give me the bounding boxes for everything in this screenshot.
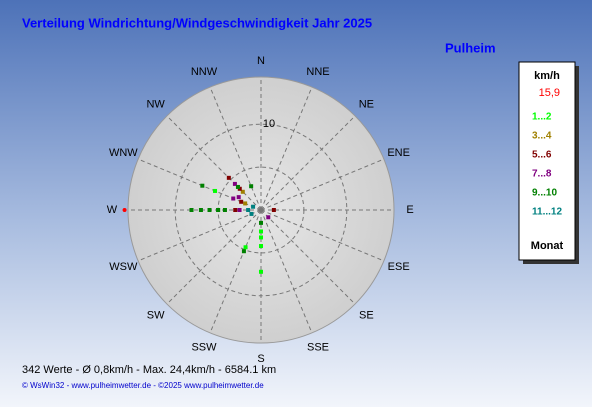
- data-point: [237, 208, 242, 212]
- data-point: [200, 183, 205, 188]
- direction-label: NW: [146, 99, 165, 111]
- direction-label: WSW: [109, 261, 138, 273]
- direction-label: NNE: [306, 66, 329, 78]
- direction-label: SSW: [191, 342, 217, 354]
- direction-label: SSE: [307, 342, 329, 354]
- max-marker: [122, 208, 127, 212]
- data-point: [246, 208, 251, 212]
- data-point: [243, 245, 248, 250]
- direction-label: ESE: [388, 261, 410, 273]
- data-point: [271, 208, 276, 212]
- data-point: [232, 181, 237, 186]
- data-point: [239, 199, 244, 204]
- data-point: [251, 204, 256, 209]
- direction-label: S: [257, 353, 264, 365]
- direction-label: SE: [359, 309, 374, 321]
- grid-ring: [174, 123, 348, 297]
- data-point: [259, 235, 263, 240]
- data-point: [241, 249, 246, 254]
- legend-box: [518, 61, 576, 261]
- data-point: [189, 208, 194, 212]
- spoke: [166, 115, 262, 211]
- data-point: [233, 208, 238, 212]
- chart-title: Verteilung Windrichtung/Windgeschwindigk…: [22, 15, 372, 30]
- data-point: [236, 195, 241, 200]
- legend-label: 1...2: [532, 112, 552, 123]
- spoke: [260, 115, 356, 211]
- spoke: [166, 209, 262, 305]
- data-point: [259, 229, 263, 234]
- direction-label: SW: [147, 309, 165, 321]
- data-point: [249, 211, 254, 216]
- data-point: [235, 184, 240, 189]
- legend-label: 7...8: [532, 169, 552, 180]
- legend-title: km/h: [534, 70, 560, 82]
- credits-note: © WsWin32 - www.pulheimwetter.de - ©2025…: [22, 381, 264, 390]
- legend-label: 3...4: [532, 131, 552, 142]
- direction-label: NE: [359, 99, 374, 111]
- spoke: [209, 209, 262, 334]
- chart-subtitle: Pulheim: [445, 40, 496, 55]
- data-point: [198, 208, 203, 212]
- r-tick-label: 10: [263, 118, 275, 130]
- direction-label: WNW: [109, 147, 138, 159]
- legend-max: 15,9: [539, 87, 560, 99]
- stats-note: 342 Werte - Ø 0,8km/h - Max. 24,4km/h - …: [22, 364, 276, 376]
- data-point: [266, 215, 271, 220]
- direction-label: W: [107, 204, 118, 216]
- direction-label: ENE: [387, 147, 410, 159]
- data-point: [240, 189, 245, 194]
- data-point: [226, 175, 231, 180]
- spoke: [260, 209, 313, 334]
- direction-label: E: [406, 204, 413, 216]
- spoke: [209, 86, 262, 211]
- direction-label: N: [257, 55, 265, 67]
- data-point: [216, 208, 221, 212]
- spoke: [260, 86, 313, 211]
- legend-label: 5...6: [532, 150, 552, 161]
- data-point: [259, 220, 263, 225]
- legend-label: 11...12: [532, 207, 562, 218]
- data-point: [259, 269, 263, 274]
- spoke: [260, 209, 385, 262]
- data-point: [231, 196, 236, 201]
- data-point: [243, 201, 248, 206]
- spoke: [260, 209, 356, 305]
- data-point: [249, 184, 254, 189]
- data-point: [222, 208, 227, 212]
- spoke: [260, 158, 385, 211]
- data-point: [259, 244, 263, 249]
- direction-label: NNW: [191, 66, 218, 78]
- data-point: [207, 208, 212, 212]
- legend-label: 9...10: [532, 188, 557, 199]
- data-point: [213, 188, 218, 193]
- legend-footer: Monat: [531, 240, 564, 252]
- spoke: [137, 209, 262, 262]
